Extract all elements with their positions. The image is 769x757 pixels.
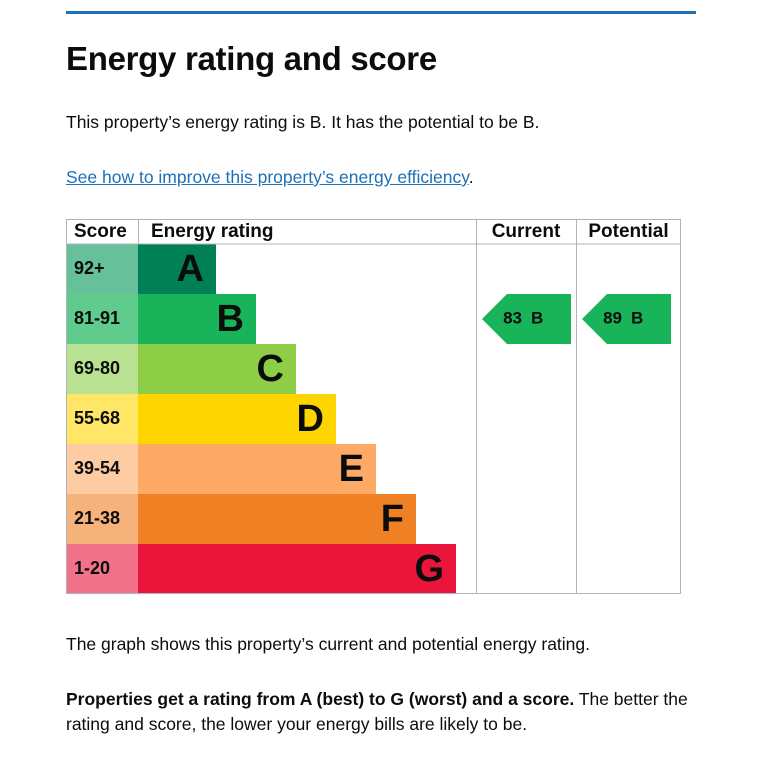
note: Properties get a rating from A (best) to… bbox=[66, 687, 696, 737]
rating-letter: A bbox=[177, 248, 204, 290]
rating-bar bbox=[138, 494, 416, 544]
potential-score: 89 bbox=[603, 308, 622, 327]
score-cell bbox=[66, 394, 138, 444]
score-range: 81-91 bbox=[74, 308, 120, 328]
rating-bar bbox=[138, 244, 216, 294]
score-cell bbox=[66, 344, 138, 394]
rating-letter: G bbox=[414, 548, 444, 590]
header-rating: Energy rating bbox=[151, 221, 273, 242]
heading: Energy rating and score bbox=[66, 40, 437, 77]
score-range: 55-68 bbox=[74, 408, 120, 428]
potential-rating: B bbox=[631, 308, 643, 327]
score-range: 21-38 bbox=[74, 508, 120, 528]
intro: This property’s energy rating is B. It h… bbox=[66, 112, 540, 132]
current-rating: B bbox=[531, 308, 543, 327]
score-range: 39-54 bbox=[74, 458, 120, 478]
caption: The graph shows this property’s current … bbox=[66, 634, 591, 654]
graph-frame bbox=[66, 219, 681, 594]
current-score: 83 bbox=[503, 308, 522, 327]
rating-bar bbox=[138, 544, 456, 594]
rating-letter: D bbox=[297, 398, 324, 440]
score-cell bbox=[66, 244, 138, 294]
header-potential: Potential bbox=[588, 221, 668, 242]
note-bold: Properties get a rating from A (best) to… bbox=[66, 689, 575, 709]
rating-letter: C bbox=[257, 348, 284, 390]
link-after: . bbox=[468, 167, 474, 187]
potential-arrow bbox=[582, 294, 671, 344]
rating-bar bbox=[138, 394, 336, 444]
header-current: Current bbox=[492, 221, 561, 242]
rating-letter: F bbox=[381, 498, 404, 540]
top-rule bbox=[66, 11, 696, 14]
rating-bar bbox=[138, 344, 296, 394]
energy-graph: Score Energy rating Current Potential 92+ A 81… bbox=[66, 219, 681, 594]
current-arrow bbox=[482, 294, 571, 344]
note-rest: The better the rating and score, the low… bbox=[66, 689, 688, 734]
score-cell bbox=[66, 444, 138, 494]
rating-bar bbox=[138, 294, 256, 344]
score-range: 92+ bbox=[74, 258, 105, 278]
score-cell bbox=[66, 544, 138, 594]
score-range: 1-20 bbox=[74, 558, 110, 578]
score-cell bbox=[66, 494, 138, 544]
improve-link[interactable]: See how to improve this property’s energ… bbox=[66, 167, 469, 187]
link-line: See how to improve this property’s energ… bbox=[66, 165, 474, 190]
rating-bar bbox=[138, 444, 376, 494]
header-score: Score bbox=[74, 221, 127, 242]
score-range: 69-80 bbox=[74, 358, 120, 378]
rating-letter: E bbox=[339, 448, 364, 490]
rating-letter: B bbox=[217, 298, 244, 340]
score-cell bbox=[66, 294, 138, 344]
